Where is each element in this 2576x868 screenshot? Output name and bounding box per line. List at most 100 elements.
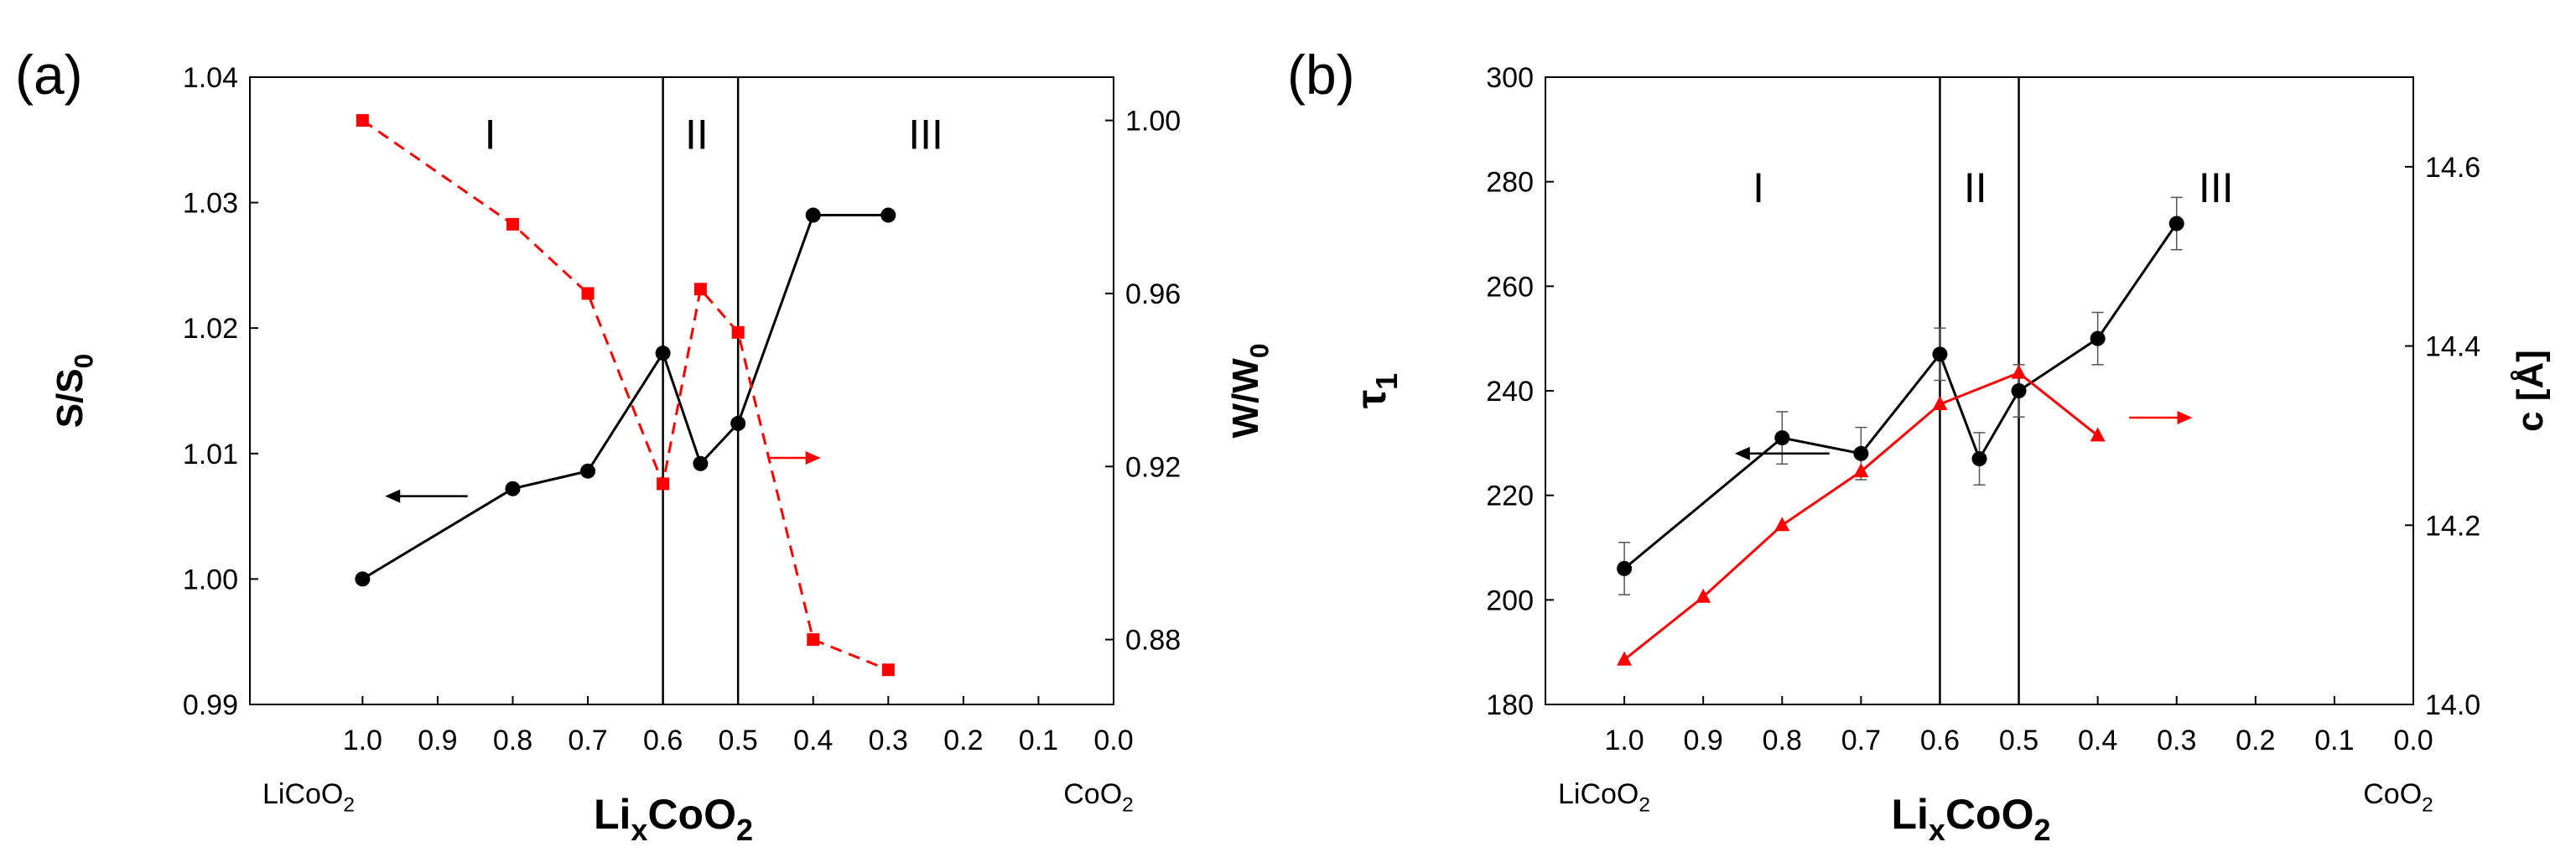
panel-a-axis-arrow-head (805, 450, 821, 465)
panel-b-x-tick-label: 0.1 (2314, 725, 2354, 756)
panel-a-x-end-left-label: LiCoO2 (262, 778, 355, 817)
panel-a-data-point (580, 463, 596, 479)
panel-b-x-tick-label: 0.5 (1999, 725, 2038, 756)
panel-a-data-point (693, 455, 709, 471)
panel-b-y-tick-label: 200 (1486, 585, 1534, 616)
panel-a-region-label: II (685, 111, 709, 158)
panel-a-data-point (655, 346, 671, 361)
panel-b-x-tick-label: 0.8 (1763, 725, 1802, 756)
panel-b-data-point (1696, 588, 1711, 603)
panel-b-region-label: II (1964, 164, 1987, 211)
panel-a-x-tick-label: 0.4 (793, 725, 833, 756)
panel-a-y-tick-label: 0.99 (183, 689, 238, 721)
panel-b-x-tick-label: 1.0 (1604, 725, 1644, 756)
panel-a-y-tick-label: 1.03 (183, 188, 238, 220)
panel-b-y2-tick-label: 14.4 (2425, 331, 2480, 363)
panel-a-series-line (361, 119, 889, 672)
panel-b-data-point (1932, 346, 1948, 362)
panel-a-x-tick-label: 0.6 (643, 725, 683, 756)
panel-b-data-point (1774, 430, 1790, 446)
panel-a-series-line (361, 214, 889, 580)
panel-b-y2-tick-label: 14.2 (2425, 510, 2480, 542)
panel-b-y2-axis-title: c [Å] (2510, 350, 2551, 432)
panel-a-data-point (880, 207, 896, 223)
panel-b-x-end-right-label: CoO2 (2363, 778, 2433, 817)
panel-b-y-tick-label: 300 (1486, 62, 1534, 94)
panel-a-y2-tick-label: 0.88 (1125, 625, 1181, 657)
panel-a-plot-frame (249, 76, 1114, 705)
panel-a-data-point (807, 633, 820, 647)
panel-a-data-point (356, 114, 369, 127)
panel-a-data-point (505, 481, 521, 496)
panel-a-y-tick-label: 1.04 (183, 62, 238, 94)
panel-a-y-tick-label: 1.00 (183, 564, 238, 595)
panel-a-region-label: III (908, 111, 943, 158)
panel-b-axis-arrow-head (2177, 411, 2193, 425)
panel-b-data-point (1853, 463, 1869, 478)
panel-b-x-tick-label: 0.6 (1920, 725, 1960, 756)
panel-a-axis-arrow-head (385, 489, 401, 503)
panel-b-data-point (1774, 517, 1790, 532)
panel-a-data-point (355, 571, 371, 587)
panel-a-data-point (506, 217, 519, 231)
panel-b-series-line (1623, 222, 2178, 570)
panel-b-x-tick-label: 0.3 (2157, 725, 2196, 756)
panel-b-axis-arrow-head (1734, 446, 1750, 460)
panel-a-x-tick-label: 0.9 (418, 725, 457, 756)
panel-b-x-end-left-label: LiCoO2 (1558, 778, 1650, 817)
panel-b-x-tick-label: 0.7 (1841, 725, 1881, 756)
panel-b-y-axis-title: τ1 (1348, 373, 1404, 408)
panel-b-y2-tick-label: 14.6 (2425, 152, 2480, 184)
panel-b-x-tick-label: 0.0 (2393, 725, 2433, 756)
panel-a-data-point (881, 663, 895, 677)
panel-b-data-point (2168, 216, 2184, 231)
panel-a-data-point (731, 325, 745, 339)
panel-a-y2-tick-label: 1.00 (1125, 106, 1181, 138)
panel-a-data-point (581, 287, 595, 300)
panel-b-y-tick-label: 180 (1486, 689, 1534, 721)
panel-a-region-label: I (485, 111, 496, 158)
panel-a-x-tick-label: 0.7 (568, 725, 607, 756)
panel-a-x-tick-label: 1.0 (343, 725, 382, 756)
panel-b-data-point (2090, 427, 2106, 442)
panel-b-data-point (1617, 560, 1633, 576)
panel-b-panel-label: (b) (1287, 44, 1355, 106)
panel-b-data-point (1853, 445, 1869, 461)
panel-b-y-tick-label: 220 (1486, 481, 1534, 512)
panel-b-data-point (2011, 364, 2027, 379)
panel-a-x-axis-title: LixCoO2 (594, 791, 753, 847)
panel-a-y-tick-label: 1.01 (183, 439, 238, 470)
panel-b-x-tick-label: 0.9 (1684, 725, 1723, 756)
panel-b-region-label: III (2199, 164, 2234, 211)
panel-a-x-end-right-label: CoO2 (1063, 778, 1134, 817)
panel-a-x-tick-label: 0.5 (719, 725, 758, 756)
panel-a-y2-tick-label: 0.96 (1125, 278, 1181, 310)
panel-a-x-tick-label: 0.8 (493, 725, 532, 756)
panel-b-y-tick-label: 240 (1486, 376, 1534, 408)
panel-b-data-point (1617, 651, 1633, 666)
panel-b-y-tick-label: 280 (1486, 167, 1534, 199)
panel-a-data-point (693, 283, 707, 296)
panel-b-data-point (1932, 396, 1948, 411)
panel-b-region-label: I (1753, 164, 1764, 211)
panel-a-y2-axis-title: W/W0 (1225, 344, 1274, 439)
panel-b-data-point (2011, 383, 2027, 398)
panel-b-data-point (1971, 451, 1987, 467)
panel-b-x-tick-label: 0.2 (2236, 725, 2275, 756)
panel-b-data-point (2090, 330, 2106, 346)
panel-a-data-point (805, 207, 821, 223)
panel-b-x-tick-label: 0.4 (2078, 725, 2117, 756)
panel-a-y2-tick-label: 0.92 (1125, 451, 1181, 483)
panel-a-y-axis-title: S/S0 (49, 354, 98, 429)
panel-b-x-axis-title: LixCoO2 (1891, 791, 2050, 847)
panel-a-data-point (730, 415, 746, 431)
panel-a-x-tick-label: 0.3 (869, 725, 908, 756)
panel-b-y-tick-label: 260 (1486, 271, 1534, 303)
panel-a-panel-label: (a) (15, 44, 83, 106)
panel-a-data-point (657, 477, 670, 491)
panel-a-x-tick-label: 0.1 (1019, 725, 1058, 756)
panel-a-x-tick-label: 0.0 (1093, 725, 1133, 756)
panel-a-y-tick-label: 1.02 (183, 313, 238, 345)
panel-a-x-tick-label: 0.2 (943, 725, 983, 756)
